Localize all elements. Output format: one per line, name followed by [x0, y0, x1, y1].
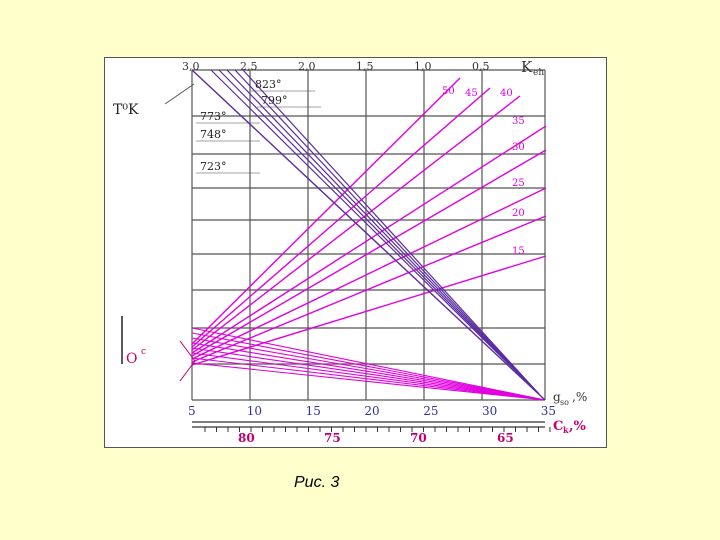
oc-series-line	[191, 255, 547, 366]
temperature-axis-label: T⁰K	[113, 102, 139, 118]
bottom-axis-1-tick-label: 15	[306, 404, 321, 418]
oc-series-line	[191, 125, 547, 354]
bottom-axis-1-tick-label: 25	[423, 404, 438, 418]
oc-series-label: 30	[512, 142, 525, 153]
bottom-axis-1-label-suffix: ,%	[572, 390, 587, 404]
bottom-axis-1-tick-label: 30	[482, 404, 497, 418]
bottom-axis-2-tick-label: 70	[410, 431, 427, 445]
oc-converging-line	[191, 352, 546, 401]
oc-series-line	[191, 187, 547, 360]
temperature-label: 723°	[200, 160, 227, 173]
temperature-line	[210, 69, 540, 395]
temperature-label: 748°	[200, 128, 227, 141]
top-axis-tick-label: 1,0	[414, 60, 432, 73]
bottom-axis-1-label: g	[553, 390, 561, 404]
temperature-line	[242, 69, 540, 395]
oc-series-line	[191, 215, 547, 363]
bottom-axis-1-tick-label: 10	[247, 404, 262, 418]
oc-series-label: 15	[512, 246, 525, 257]
left-axis-label: O	[126, 351, 137, 367]
top-axis-tick-label: 3,0	[182, 60, 200, 73]
figure-caption: Рис. 3	[294, 474, 340, 491]
top-axis-tick-label: 1,5	[356, 60, 374, 73]
bottom-axis-2-tick-label: 75	[324, 431, 341, 445]
bottom-axis-1-tick-label: 20	[364, 404, 379, 418]
temperature-label: 823°	[255, 78, 282, 91]
oc-series-label: 35	[512, 116, 525, 127]
oc-series-label: 50	[442, 86, 455, 97]
oc-converging-line	[191, 357, 546, 401]
bottom-axis-2-label-subscript: k	[563, 425, 569, 435]
temperature-label: 773°	[200, 110, 227, 123]
temperature-line	[234, 69, 540, 395]
bottom-axis-1-label-subscript: so	[560, 398, 569, 407]
bottom-axis-1-tick-label: 5	[188, 404, 196, 418]
top-axis-tick-label: 2,5	[240, 60, 258, 73]
temperature-line	[218, 69, 540, 395]
bottom-axis-1-tick-label: 35	[541, 404, 556, 418]
temperature-line	[226, 69, 540, 395]
oc-series-line	[191, 87, 491, 348]
oc-series-label: 40	[500, 88, 513, 99]
oc-series-label: 20	[512, 208, 525, 219]
top-axis-label-subscript: eh	[533, 68, 544, 78]
oc-converging-line	[191, 342, 546, 401]
left-axis-label-superscript: c	[141, 347, 146, 357]
oc-converging-line	[191, 347, 546, 401]
oc-series-label: 25	[512, 178, 525, 189]
left-axis-arrow	[179, 360, 196, 382]
oc-series-line	[191, 149, 547, 357]
oc-converging-line	[191, 337, 546, 401]
top-axis-label: K	[521, 58, 533, 76]
temperature-pointer-arrow	[164, 83, 195, 105]
temperature-label: 799°	[261, 94, 288, 107]
temperature-line	[191, 69, 546, 401]
top-axis-tick-label: 2,0	[298, 60, 316, 73]
top-axis-tick-label: 0,5	[472, 60, 490, 73]
bottom-axis-2-label: C	[553, 419, 563, 434]
bottom-axis-2-tick-label: 80	[238, 431, 255, 445]
oc-series-label: 45	[465, 88, 478, 99]
oc-converging-line	[191, 327, 546, 401]
oc-converging-line	[191, 362, 546, 401]
oc-series-line	[191, 77, 461, 345]
left-axis-arrow	[179, 340, 196, 362]
bottom-axis-2-label-suffix: ,%	[569, 419, 587, 434]
oc-converging-line	[191, 332, 546, 401]
bottom-axis-2-tick-label: 65	[497, 431, 514, 445]
